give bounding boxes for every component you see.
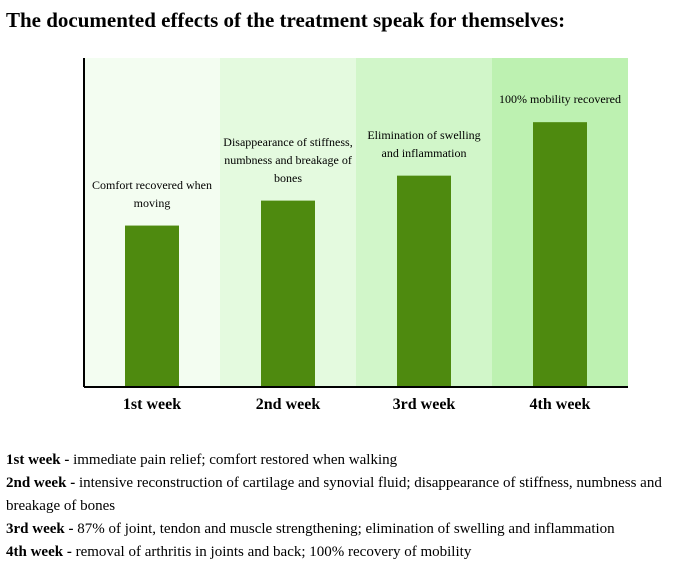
description-separator: - bbox=[60, 452, 74, 468]
description-separator: - bbox=[66, 475, 79, 491]
x-tick-label-3rd-week: 3rd week bbox=[392, 396, 456, 413]
description-4th-week: 4th week - removal of arthritis in joint… bbox=[6, 541, 696, 564]
x-tick-label-1st-week: 1st week bbox=[122, 396, 182, 413]
description-text: intensive reconstruction of cartilage an… bbox=[6, 475, 662, 514]
description-week-label: 3rd week bbox=[6, 521, 65, 537]
bar-2nd-week bbox=[261, 200, 315, 386]
chart-canvas bbox=[83, 58, 628, 388]
description-week-label: 2nd week bbox=[6, 475, 67, 491]
bar-chart: Comfort recovered when moving Disappeara… bbox=[83, 58, 628, 413]
bar-1st-week bbox=[125, 225, 179, 386]
x-tick-label-2nd-week: 2nd week bbox=[255, 396, 321, 413]
description-week-label: 1st week bbox=[6, 452, 61, 468]
description-text: 87% of joint, tendon and muscle strength… bbox=[77, 521, 615, 537]
description-separator: - bbox=[64, 521, 78, 537]
description-2nd-week: 2nd week - intensive reconstruction of c… bbox=[6, 472, 696, 518]
bar-annotation-3rd-week: Elimination of swelling and inflammation bbox=[367, 127, 481, 160]
description-text: immediate pain relief; comfort restored … bbox=[73, 452, 398, 468]
bar-annotation-2nd-week: Disappearance of stiffness, numbness and… bbox=[223, 134, 353, 185]
bar-4th-week bbox=[533, 122, 587, 386]
chart-title: The documented effects of the treatment … bbox=[6, 8, 566, 32]
x-tick-label-4th-week: 4th week bbox=[529, 396, 591, 413]
bar-annotation-4th-week: 100% mobility recovered bbox=[499, 92, 621, 107]
bar-3rd-week bbox=[397, 175, 451, 386]
week-descriptions: 1st week - immediate pain relief; comfor… bbox=[6, 449, 696, 564]
description-1st-week: 1st week - immediate pain relief; comfor… bbox=[6, 449, 696, 472]
description-week-label: 4th week bbox=[6, 544, 64, 560]
description-3rd-week: 3rd week - 87% of joint, tendon and musc… bbox=[6, 518, 696, 541]
description-text: removal of arthritis in joints and back;… bbox=[75, 544, 472, 560]
description-separator: - bbox=[63, 544, 76, 560]
bar-annotation-1st-week: Comfort recovered when moving bbox=[92, 177, 212, 210]
